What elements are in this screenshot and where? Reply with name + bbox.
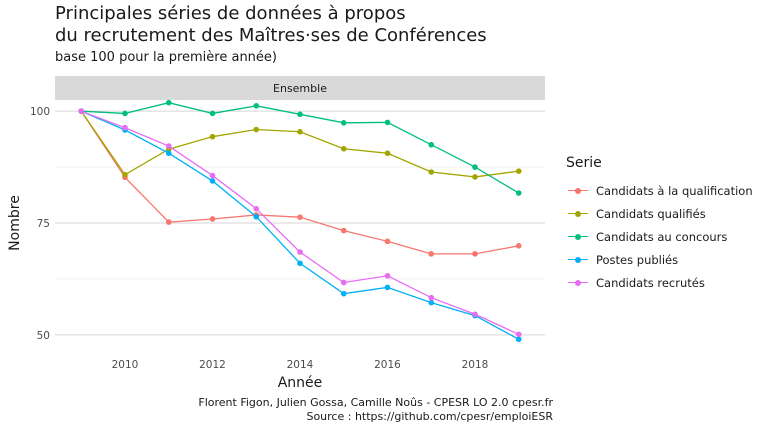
data-point <box>428 251 435 257</box>
data-point <box>165 219 172 225</box>
legend: Serie Candidats à la qualification Candid… <box>566 155 753 294</box>
series-line-3 <box>80 110 520 340</box>
data-point <box>472 164 478 170</box>
x-axis-title: Année <box>278 375 323 391</box>
data-point <box>428 169 435 175</box>
data-point <box>472 174 478 180</box>
data-point <box>297 111 303 118</box>
title-block: Principales séries de données à propos d… <box>55 3 487 67</box>
data-point <box>384 150 391 157</box>
legend-label: Candidats à la qualification <box>596 183 753 198</box>
data-point <box>428 141 435 148</box>
data-point <box>209 110 216 117</box>
chart-subtitle: base 100 pour la première année) <box>55 50 277 65</box>
data-point <box>515 331 522 338</box>
data-point <box>209 216 216 222</box>
data-point <box>122 110 128 117</box>
data-point <box>165 99 172 106</box>
data-point <box>122 171 128 178</box>
data-point <box>515 190 522 196</box>
x-tick-label: 2012 <box>199 359 226 371</box>
legend-title: Serie <box>566 155 602 171</box>
y-tick-label: 100 <box>30 106 50 118</box>
data-point <box>253 126 260 133</box>
data-point <box>209 133 216 140</box>
data-point <box>340 290 347 297</box>
data-point <box>384 119 391 126</box>
legend-key <box>566 231 590 243</box>
data-point <box>78 108 85 114</box>
facet-strip-label: Ensemble <box>273 82 327 95</box>
data-point <box>253 205 260 212</box>
data-point <box>297 214 303 220</box>
x-tick-label: 2010 <box>112 359 139 371</box>
legend-item: Postes publiés <box>566 248 753 271</box>
chart-title: Principales séries de données à propos d… <box>55 3 487 46</box>
data-point <box>297 128 303 135</box>
legend-item: Candidats recrutés <box>566 271 753 294</box>
x-tick-label: 2014 <box>287 359 314 371</box>
data-point <box>297 260 303 267</box>
caption: Florent Figon, Julien Gossa, Camille Noû… <box>198 396 553 423</box>
facet-strip <box>55 76 545 100</box>
legend-label: Candidats recrutés <box>596 275 705 290</box>
data-point <box>340 120 347 126</box>
legend-item: Candidats au concours <box>566 225 753 248</box>
y-tick-label: 75 <box>37 218 50 230</box>
data-point <box>209 178 216 184</box>
data-point <box>472 311 478 318</box>
data-point <box>340 145 347 152</box>
data-point <box>384 272 391 279</box>
legend-key <box>566 208 590 220</box>
data-point <box>253 213 260 220</box>
data-point <box>472 251 478 257</box>
x-tick-label: 2018 <box>462 359 489 371</box>
data-point <box>428 294 435 301</box>
data-point <box>165 143 172 149</box>
data-point <box>209 172 216 179</box>
legend-label: Candidats au concours <box>596 229 728 244</box>
legend-key <box>566 185 590 197</box>
legend-item: Candidats à la qualification <box>566 179 753 202</box>
data-point <box>165 150 172 157</box>
x-tick-label: 2016 <box>374 359 401 371</box>
data-point <box>122 124 128 131</box>
legend-label: Postes publiés <box>596 252 679 267</box>
data-point <box>340 227 347 234</box>
legend-key <box>566 254 590 266</box>
data-point <box>384 284 391 291</box>
legend-item: Candidats qualifiés <box>566 202 753 225</box>
data-point <box>428 299 435 306</box>
y-axis-title: Nombre <box>7 195 23 251</box>
legend-items: Candidats à la qualification Candidats qu… <box>566 179 753 294</box>
data-point <box>384 238 391 245</box>
data-point <box>340 279 347 286</box>
data-point <box>515 243 522 249</box>
y-tick-label: 50 <box>37 330 50 342</box>
legend-label: Candidats qualifiés <box>596 206 706 221</box>
data-point <box>515 168 522 174</box>
legend-key <box>566 277 590 289</box>
data-point <box>297 249 303 255</box>
data-point <box>515 336 522 343</box>
data-point <box>253 103 260 109</box>
